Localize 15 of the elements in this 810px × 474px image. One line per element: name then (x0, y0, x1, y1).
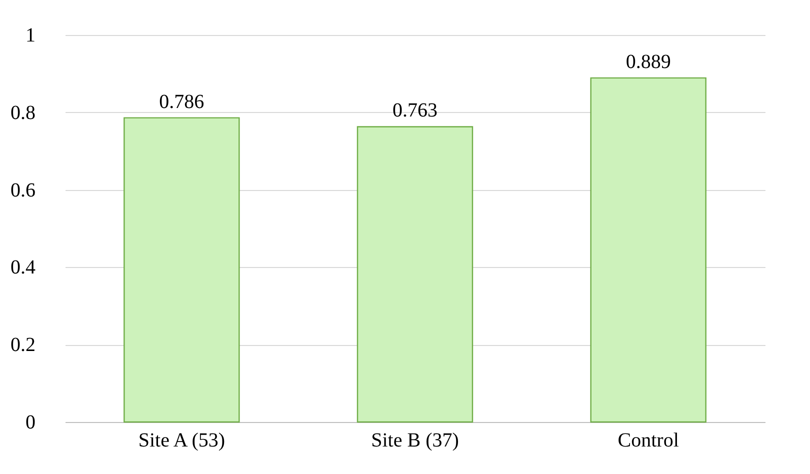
x-tick-label: Site A (53) (138, 430, 226, 452)
y-tick-label: 1 (26, 24, 36, 46)
x-tick-label: Site B (37) (371, 430, 459, 452)
y-tick-label: 0 (26, 412, 36, 434)
y-tick-label: 0.6 (10, 179, 36, 202)
bar (124, 117, 240, 423)
bar (356, 126, 474, 423)
y-tick-label: 0.2 (10, 334, 36, 356)
bar (590, 77, 706, 423)
data-label: 0.786 (159, 90, 204, 113)
x-tick-label: Control (618, 430, 680, 452)
data-label: 0.763 (392, 100, 438, 122)
y-tick-label: 0.4 (10, 256, 36, 279)
data-label: 0.889 (626, 50, 671, 73)
y-tick-label: 0.8 (10, 102, 36, 124)
